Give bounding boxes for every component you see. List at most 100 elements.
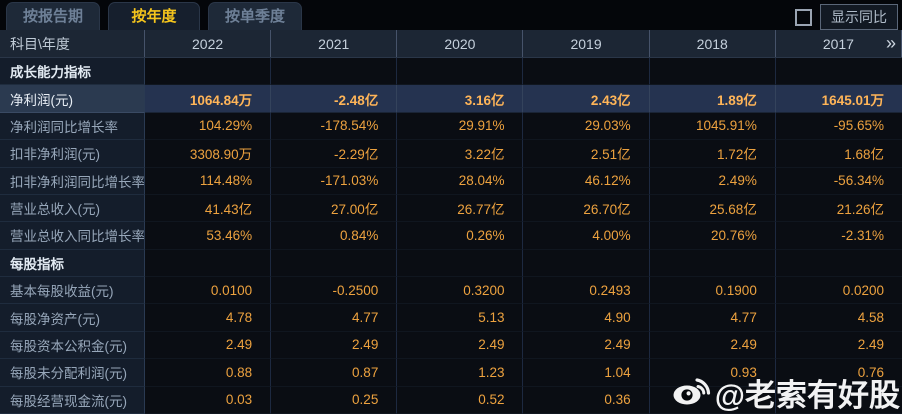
tab-按年度[interactable]: 按年度 xyxy=(108,2,201,30)
value-cell: -178.54% xyxy=(271,112,398,141)
table-row[interactable]: 净利润(元) 1064.84万 -2.48亿 3.16亿 2.43亿 1.89亿 1645.… xyxy=(0,85,902,113)
value-cell: 29.91% xyxy=(397,112,524,141)
value-cell xyxy=(271,249,398,277)
value-cell: 2.49 xyxy=(649,331,776,360)
value-cell: 46.12% xyxy=(523,167,650,195)
value-cell xyxy=(775,386,902,414)
show-yoy-label[interactable]: 显示同比 xyxy=(820,4,898,30)
value-cell: 5.13 xyxy=(397,304,524,332)
table-row[interactable]: 基本每股收益(元) 0.0100 -0.2500 0.3200 0.2493 0.1900… xyxy=(0,277,902,305)
value-cell: -2.48亿 xyxy=(271,85,398,113)
value-cell: 0.52 xyxy=(397,386,524,414)
value-cell xyxy=(145,58,272,86)
year-header-2020: 2020 xyxy=(397,30,524,57)
year-header-2017: 2017 xyxy=(776,30,902,57)
yoy-controls: 显示同比 xyxy=(795,4,898,30)
show-yoy-checkbox[interactable] xyxy=(795,8,812,26)
value-cell xyxy=(523,249,650,277)
row-label: 成长能力指标 xyxy=(0,58,145,86)
table-row[interactable]: 每股净资产(元) 4.78 4.77 5.13 4.90 4.77 4.58 xyxy=(0,304,902,332)
value-cell: 4.00% xyxy=(523,222,650,250)
value-cell: 0.03 xyxy=(145,386,272,414)
value-cell: 0.0100 xyxy=(145,277,272,305)
value-cell: 4.77 xyxy=(271,304,398,332)
table-row[interactable]: 净利润同比增长率 104.29% -178.54% 29.91% 29.03% 1045.… xyxy=(0,112,902,141)
row-label: 净利润同比增长率 xyxy=(0,112,145,141)
table-row[interactable]: 营业总收入(元) 41.43亿 27.00亿 26.77亿 26.70亿 25.68亿 21… xyxy=(0,194,902,223)
value-cell: 1.89亿 xyxy=(649,85,776,113)
value-cell: 26.70亿 xyxy=(523,194,650,223)
value-cell: 53.46% xyxy=(145,222,272,250)
table-row[interactable]: 每股未分配利润(元) 0.88 0.87 1.23 1.04 0.93 0.76 xyxy=(0,359,902,387)
value-cell: 1.72亿 xyxy=(649,140,776,168)
value-cell: 4.78 xyxy=(145,304,272,332)
value-cell: 0.36 xyxy=(523,386,650,414)
value-cell: 0.1900 xyxy=(649,277,776,305)
value-cell: 3308.90万 xyxy=(145,140,272,168)
year-header-2022: 2022 xyxy=(145,30,272,57)
period-tabs: 按报告期 按年度 按单季度 xyxy=(0,0,902,30)
value-cell: 0.88 xyxy=(145,359,272,387)
section-row[interactable]: 成长能力指标 xyxy=(0,58,902,86)
value-cell: 27.00亿 xyxy=(271,194,398,223)
tab-按报告期[interactable]: 按报告期 xyxy=(6,2,101,30)
value-cell: 0.93 xyxy=(649,359,776,387)
table-row[interactable]: 营业总收入同比增长率 53.46% 0.84% 0.26% 4.00% 20.76% -2.… xyxy=(0,222,902,250)
value-cell xyxy=(649,249,776,277)
value-cell xyxy=(649,386,776,414)
value-cell: 1.68亿 xyxy=(775,140,902,168)
value-cell: 2.49 xyxy=(775,331,902,360)
value-cell xyxy=(523,58,650,86)
row-label: 基本每股收益(元) xyxy=(0,277,145,305)
table-row[interactable]: 每股资本公积金(元) 2.49 2.49 2.49 2.49 2.49 2.49 xyxy=(0,331,902,360)
value-cell: 4.58 xyxy=(775,304,902,332)
value-cell: -95.65% xyxy=(775,112,902,141)
value-cell: -171.03% xyxy=(271,167,398,195)
value-cell: 2.49 xyxy=(523,331,650,360)
value-cell xyxy=(775,249,902,277)
tab-bar: 按报告期 按年度 按单季度 显示同比 xyxy=(0,0,902,30)
value-cell: 2.43亿 xyxy=(523,85,650,113)
table-row[interactable]: 扣非净利润(元) 3308.90万 -2.29亿 3.22亿 2.51亿 1.72亿 1.6… xyxy=(0,140,902,168)
section-row[interactable]: 每股指标 xyxy=(0,249,902,277)
value-cell: 0.0200 xyxy=(775,277,902,305)
row-label: 每股净资产(元) xyxy=(0,304,145,332)
value-cell: 0.84% xyxy=(271,222,398,250)
value-cell: 2.49 xyxy=(271,331,398,360)
value-cell: 28.04% xyxy=(397,167,524,195)
value-cell: 4.77 xyxy=(649,304,776,332)
value-cell: 20.76% xyxy=(649,222,776,250)
value-cell xyxy=(397,58,524,86)
year-header-2018: 2018 xyxy=(650,30,776,57)
row-label: 每股经营现金流(元) xyxy=(0,386,145,414)
row-label: 净利润(元) xyxy=(0,85,145,113)
row-label: 扣非净利润(元) xyxy=(0,140,145,168)
value-cell: 104.29% xyxy=(145,112,272,141)
value-cell: 3.16亿 xyxy=(397,85,524,113)
value-cell: 41.43亿 xyxy=(145,194,272,223)
value-cell xyxy=(271,58,398,86)
value-cell: 1.23 xyxy=(397,359,524,387)
table-row[interactable]: 每股经营现金流(元) 0.03 0.25 0.52 0.36 xyxy=(0,386,902,414)
value-cell: 0.3200 xyxy=(397,277,524,305)
value-cell xyxy=(397,249,524,277)
value-cell: 0.25 xyxy=(271,386,398,414)
value-cell: 3.22亿 xyxy=(397,140,524,168)
value-cell: 25.68亿 xyxy=(649,194,776,223)
value-cell: 1645.01万 xyxy=(775,85,902,113)
year-header-2019: 2019 xyxy=(523,30,650,57)
more-years-chevron-icon[interactable]: » xyxy=(885,33,896,53)
year-header-2021: 2021 xyxy=(271,30,398,57)
value-cell: 0.76 xyxy=(775,359,902,387)
table-header-row: 科目\年度 2022 2021 2020 2019 2018 2017» xyxy=(0,30,902,58)
value-cell: 0.2493 xyxy=(523,277,650,305)
value-cell: -2.29亿 xyxy=(271,140,398,168)
value-cell: 4.90 xyxy=(523,304,650,332)
value-cell: 1045.91% xyxy=(649,112,776,141)
table-row[interactable]: 扣非净利润同比增长率 114.48% -171.03% 28.04% 46.12% 2.4… xyxy=(0,167,902,195)
corner-header: 科目\年度 xyxy=(0,30,145,57)
tab-按单季度[interactable]: 按单季度 xyxy=(208,2,303,30)
row-label: 营业总收入同比增长率 xyxy=(0,222,145,250)
table-body: 成长能力指标 净利润(元) 1064.84万 -2.48亿 3.16亿 2.43亿 1.89… xyxy=(0,58,902,414)
